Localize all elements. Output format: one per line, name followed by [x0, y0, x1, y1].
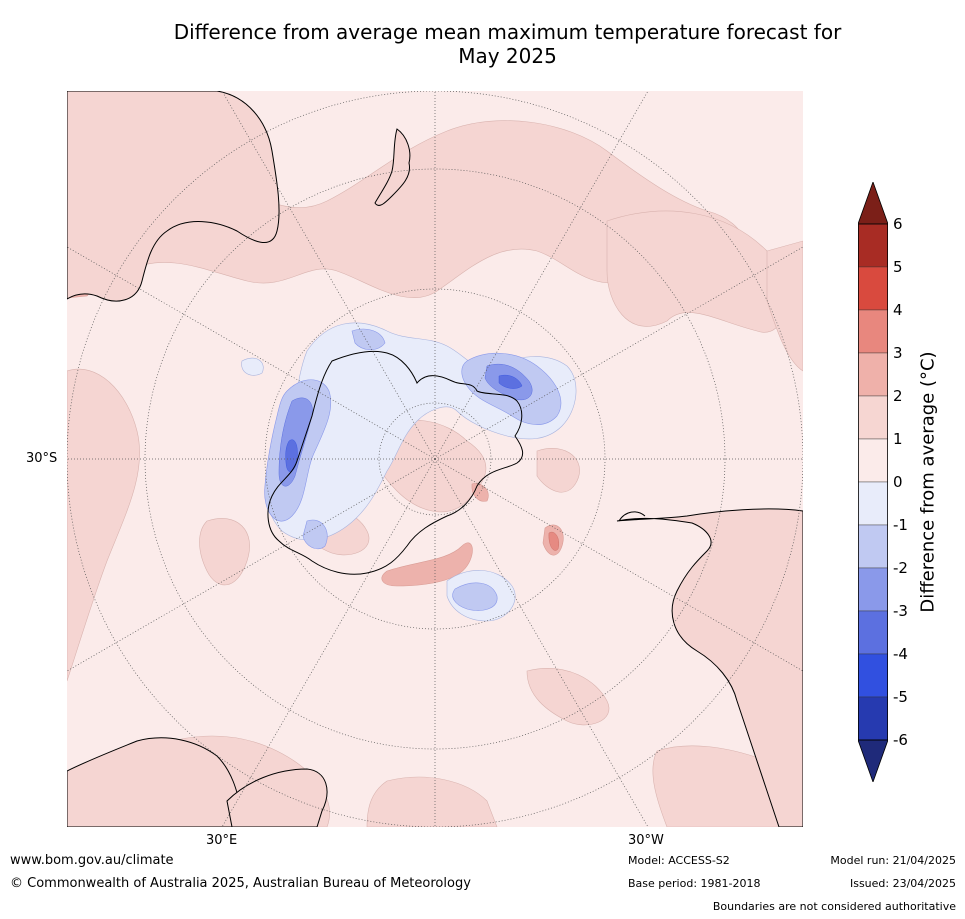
- colorbar-band: [857, 309, 889, 354]
- colorbar-tick-label: -2: [893, 559, 908, 577]
- footer-issued: Issued: 23/04/2025: [849, 877, 956, 890]
- colorbar-tick-label: 0: [893, 473, 903, 491]
- peninsula-coast: [618, 511, 646, 522]
- colorbar-tick-label: 5: [893, 258, 903, 276]
- colorbar-tick-label: -1: [893, 516, 908, 534]
- new-zealand-coast: [374, 128, 411, 206]
- colorbar-tick-label: -5: [893, 688, 908, 706]
- footer-model-run: Model run: 21/04/2025: [830, 854, 956, 867]
- colorbar-band: [857, 395, 889, 440]
- australia-coast: [67, 91, 280, 302]
- footer-disclaimer: Boundaries are not considered authoritat…: [712, 900, 956, 913]
- colorbar-tick-label: -3: [893, 602, 908, 620]
- map-canvas: [67, 91, 803, 827]
- colorbar: [857, 180, 889, 784]
- polar-map: [67, 91, 803, 827]
- antarctica-coast: [267, 350, 524, 575]
- colorbar-outline: [858, 223, 889, 741]
- colorbar-tick-label: 1: [893, 430, 903, 448]
- longitude-label-30w: 30°W: [628, 833, 664, 848]
- meridian-lines: [67, 91, 803, 827]
- colorbar-band: [857, 223, 889, 268]
- latitude-label-30s: 30°S: [26, 451, 58, 466]
- colorbar-tick-label: -6: [893, 731, 908, 749]
- madagascar-region-coast: [226, 768, 328, 827]
- colorbar-band: [857, 567, 889, 612]
- footer-model: Model: ACCESS-S2: [628, 854, 730, 867]
- footer-website: www.bom.gov.au/climate: [10, 853, 174, 868]
- colorbar-tick-label: 4: [893, 301, 903, 319]
- colorbar-band: [857, 653, 889, 698]
- colorbar-extend-bottom: [857, 739, 889, 784]
- south-america-coast: [616, 508, 803, 827]
- colorbar-band: [857, 481, 889, 526]
- colorbar-band: [857, 266, 889, 311]
- latitude-circles: [67, 91, 803, 827]
- colorbar-band: [857, 696, 889, 741]
- colorbar-band: [857, 352, 889, 397]
- colorbar-tick-label: 6: [893, 215, 903, 233]
- colorbar-band: [857, 610, 889, 655]
- colorbar-tick-label: -4: [893, 645, 908, 663]
- colorbar-band: [857, 524, 889, 569]
- cool-anomaly-3-4: [285, 374, 523, 472]
- colorbar-tick-label: 2: [893, 387, 903, 405]
- colorbar-extend-top: [857, 180, 889, 225]
- longitude-label-30e: 30°E: [206, 833, 238, 848]
- title-line-1: Difference from average mean maximum tem…: [173, 20, 842, 44]
- footer-copyright: © Commonwealth of Australia 2025, Austra…: [10, 876, 471, 891]
- colorbar-graphic: [857, 180, 889, 784]
- title-line-2: May 2025: [458, 44, 557, 68]
- colorbar-band: [857, 438, 889, 483]
- footer-base-period: Base period: 1981-2018: [628, 877, 761, 890]
- colorbar-title: Difference from average (°C): [917, 351, 939, 613]
- colorbar-tick-label: 3: [893, 344, 903, 362]
- map-title: Difference from average mean maximum tem…: [0, 20, 965, 68]
